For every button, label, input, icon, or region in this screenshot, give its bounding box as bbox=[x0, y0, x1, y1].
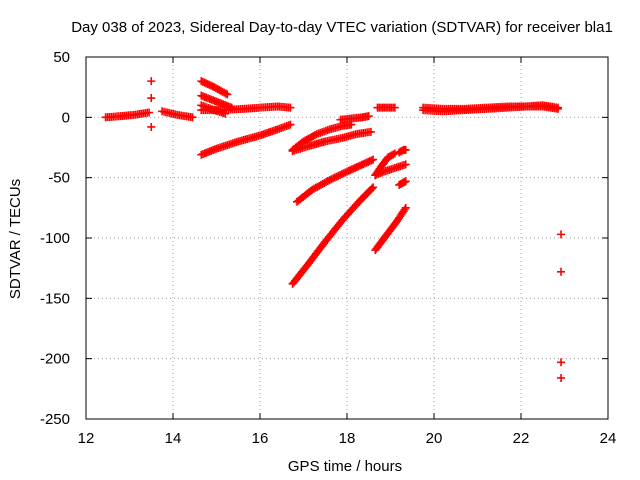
data-point bbox=[389, 150, 398, 159]
series-arc-k bbox=[292, 155, 378, 206]
x-tick-label: 20 bbox=[426, 430, 443, 447]
data-point bbox=[325, 176, 334, 185]
series-arc-s bbox=[371, 203, 410, 255]
data-point bbox=[557, 358, 566, 367]
data-point bbox=[145, 108, 154, 117]
data-point bbox=[147, 77, 156, 86]
data-point bbox=[366, 127, 375, 136]
data-point bbox=[147, 94, 156, 103]
series-arc-h bbox=[197, 120, 295, 159]
data-point bbox=[336, 171, 345, 180]
y-tick-label: -250 bbox=[40, 411, 70, 428]
data-point bbox=[286, 120, 295, 129]
series-arc-o bbox=[371, 160, 410, 180]
plot-frame bbox=[85, 56, 609, 420]
tick-labels: 12 14 16 18 20 22 24 50 0 -50 -100 -150 -200 -250 bbox=[40, 49, 616, 447]
series-arc-m bbox=[336, 112, 373, 124]
data-points bbox=[101, 77, 566, 382]
data-point bbox=[323, 177, 332, 186]
data-point bbox=[401, 177, 410, 186]
series-arc-c bbox=[158, 107, 197, 122]
data-point bbox=[401, 203, 410, 212]
data-point bbox=[390, 149, 399, 158]
y-tick-label: -50 bbox=[48, 170, 70, 187]
series-arc-r bbox=[395, 177, 410, 189]
data-point bbox=[339, 169, 348, 178]
series-outliers bbox=[557, 230, 566, 382]
y-tick-label: 50 bbox=[53, 49, 70, 66]
data-point bbox=[332, 172, 341, 181]
data-point bbox=[390, 103, 399, 112]
data-point bbox=[330, 173, 339, 182]
data-point bbox=[310, 131, 319, 140]
data-point bbox=[334, 171, 343, 180]
y-tick-label: -200 bbox=[40, 351, 70, 368]
data-point bbox=[557, 230, 566, 239]
chart-title: Day 038 of 2023, Sidereal Day-to-day VTE… bbox=[71, 19, 613, 36]
x-tick-label: 22 bbox=[513, 430, 530, 447]
data-point bbox=[369, 183, 378, 192]
series-arc-g bbox=[197, 102, 295, 115]
series-arc-l bbox=[288, 183, 378, 288]
data-point bbox=[337, 170, 346, 179]
data-point bbox=[553, 104, 562, 113]
series-arc-q bbox=[395, 145, 410, 157]
data-point bbox=[329, 174, 338, 183]
data-point bbox=[557, 373, 566, 382]
series-arc-j bbox=[288, 127, 375, 156]
data-point bbox=[221, 89, 230, 98]
data-point bbox=[147, 122, 156, 131]
y-axis-label: SDTVAR / TECUs bbox=[7, 179, 24, 299]
data-point bbox=[557, 267, 566, 276]
series-arc-a bbox=[101, 108, 154, 122]
data-point bbox=[400, 205, 409, 214]
x-axis-label: GPS time / hours bbox=[288, 458, 402, 475]
y-tick-label: -100 bbox=[40, 230, 70, 247]
data-point bbox=[327, 175, 336, 184]
y-tick-label: -150 bbox=[40, 290, 70, 307]
y-tick-label: 0 bbox=[62, 109, 70, 126]
series-arc-d bbox=[197, 77, 232, 99]
data-point bbox=[401, 160, 410, 169]
x-tick-label: 24 bbox=[600, 430, 617, 447]
series-arc-b bbox=[147, 77, 156, 131]
x-tick-label: 16 bbox=[252, 430, 269, 447]
series-arc-p bbox=[373, 103, 399, 112]
x-tick-label: 12 bbox=[78, 430, 95, 447]
data-point bbox=[223, 90, 232, 99]
data-point bbox=[401, 145, 410, 154]
series-arc-u bbox=[419, 102, 562, 116]
data-point bbox=[367, 184, 376, 193]
data-point bbox=[188, 113, 197, 122]
x-tick-label: 14 bbox=[165, 430, 182, 447]
data-point bbox=[364, 112, 373, 121]
data-point bbox=[369, 155, 378, 164]
x-tick-label: 18 bbox=[339, 430, 356, 447]
data-point bbox=[286, 103, 295, 112]
